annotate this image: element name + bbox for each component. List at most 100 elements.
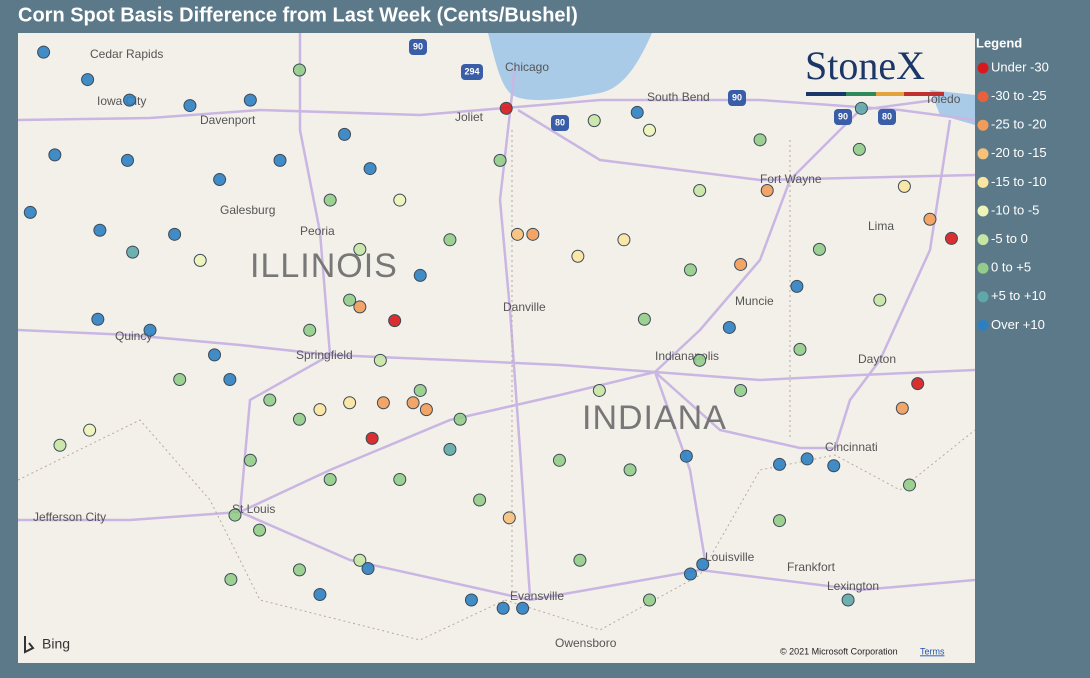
- basis-point[interactable]: [126, 245, 140, 259]
- basis-point[interactable]: [902, 478, 916, 492]
- basis-point[interactable]: [623, 463, 637, 477]
- basis-point[interactable]: [93, 223, 107, 237]
- basis-point[interactable]: [587, 114, 601, 128]
- basis-point[interactable]: [173, 373, 187, 386]
- basis-point[interactable]: [679, 449, 693, 463]
- basis-point[interactable]: [406, 396, 420, 410]
- basis-point[interactable]: [273, 153, 287, 167]
- basis-point[interactable]: [683, 263, 697, 277]
- basis-point[interactable]: [473, 493, 487, 507]
- basis-point[interactable]: [393, 472, 407, 486]
- basis-point[interactable]: [499, 101, 513, 115]
- legend-label[interactable]: -30 to -25: [991, 88, 1047, 103]
- basis-point[interactable]: [812, 242, 826, 256]
- legend-label[interactable]: 0 to +5: [991, 260, 1031, 275]
- basis-point[interactable]: [373, 353, 387, 367]
- basis-point[interactable]: [790, 279, 804, 293]
- basis-point[interactable]: [637, 312, 651, 326]
- basis-point[interactable]: [464, 593, 478, 607]
- basis-point[interactable]: [413, 268, 427, 282]
- basis-point[interactable]: [376, 396, 390, 410]
- legend-label[interactable]: Under -30: [991, 59, 1049, 74]
- basis-point[interactable]: [313, 588, 327, 602]
- basis-point[interactable]: [228, 508, 242, 522]
- basis-point[interactable]: [693, 353, 707, 367]
- legend-label[interactable]: -10 to -5: [991, 202, 1039, 217]
- basis-point[interactable]: [388, 314, 402, 328]
- basis-point[interactable]: [292, 63, 306, 77]
- basis-point[interactable]: [292, 563, 306, 577]
- basis-point[interactable]: [760, 184, 774, 197]
- basis-point[interactable]: [753, 133, 767, 147]
- basis-point[interactable]: [413, 383, 427, 397]
- basis-point[interactable]: [323, 472, 337, 486]
- terms-link[interactable]: Terms: [920, 646, 945, 656]
- basis-point[interactable]: [696, 557, 710, 571]
- basis-point[interactable]: [393, 193, 407, 207]
- basis-point[interactable]: [895, 401, 909, 415]
- basis-point[interactable]: [83, 423, 97, 437]
- basis-point[interactable]: [143, 323, 157, 337]
- basis-point[interactable]: [292, 412, 306, 426]
- basis-point[interactable]: [361, 562, 375, 575]
- basis-point[interactable]: [121, 153, 135, 167]
- basis-point[interactable]: [643, 123, 657, 137]
- basis-point[interactable]: [443, 442, 457, 456]
- basis-point[interactable]: [208, 348, 222, 362]
- basis-point[interactable]: [502, 511, 516, 525]
- basis-point[interactable]: [353, 553, 367, 567]
- basis-point[interactable]: [793, 342, 807, 356]
- basis-point[interactable]: [573, 553, 587, 567]
- basis-point[interactable]: [253, 523, 267, 537]
- basis-point[interactable]: [516, 601, 530, 615]
- basis-point[interactable]: [493, 153, 507, 167]
- basis-point[interactable]: [897, 179, 911, 193]
- basis-point[interactable]: [243, 453, 257, 467]
- basis-point[interactable]: [911, 377, 925, 391]
- basis-point[interactable]: [496, 601, 510, 615]
- basis-point[interactable]: [592, 383, 606, 397]
- legend-label[interactable]: -5 to 0: [991, 231, 1028, 246]
- legend-label[interactable]: -20 to -15: [991, 145, 1047, 160]
- basis-point[interactable]: [630, 105, 644, 119]
- basis-point[interactable]: [683, 567, 697, 581]
- basis-point[interactable]: [323, 193, 337, 207]
- basis-point[interactable]: [168, 227, 182, 241]
- basis-point[interactable]: [841, 593, 855, 607]
- basis-point[interactable]: [243, 93, 257, 107]
- basis-point[interactable]: [510, 227, 524, 241]
- basis-point[interactable]: [223, 373, 237, 386]
- basis-point[interactable]: [213, 173, 227, 187]
- legend-label[interactable]: -25 to -20: [991, 117, 1047, 132]
- basis-point[interactable]: [23, 205, 37, 219]
- basis-point[interactable]: [263, 393, 277, 407]
- basis-point[interactable]: [800, 452, 814, 466]
- basis-point[interactable]: [852, 142, 866, 156]
- basis-point[interactable]: [193, 253, 207, 267]
- basis-point[interactable]: [827, 459, 841, 473]
- basis-point[interactable]: [123, 93, 137, 107]
- basis-point[interactable]: [643, 593, 657, 607]
- basis-point[interactable]: [693, 184, 707, 197]
- basis-point[interactable]: [91, 312, 105, 326]
- basis-point[interactable]: [873, 293, 887, 307]
- basis-point[interactable]: [854, 101, 868, 115]
- basis-point[interactable]: [923, 212, 937, 226]
- basis-point[interactable]: [734, 383, 748, 397]
- basis-point[interactable]: [944, 231, 958, 245]
- basis-point[interactable]: [353, 242, 367, 256]
- basis-point[interactable]: [183, 99, 197, 113]
- basis-point[interactable]: [571, 249, 585, 263]
- basis-point[interactable]: [552, 453, 566, 467]
- basis-point[interactable]: [453, 412, 467, 426]
- basis-point[interactable]: [224, 572, 238, 586]
- basis-point[interactable]: [343, 396, 357, 410]
- basis-point[interactable]: [313, 403, 327, 417]
- basis-point[interactable]: [526, 227, 540, 241]
- basis-point[interactable]: [363, 162, 377, 176]
- basis-point[interactable]: [722, 320, 736, 334]
- basis-point[interactable]: [443, 233, 457, 247]
- basis-point[interactable]: [303, 323, 317, 337]
- basis-point[interactable]: [773, 514, 787, 528]
- basis-point[interactable]: [53, 438, 67, 452]
